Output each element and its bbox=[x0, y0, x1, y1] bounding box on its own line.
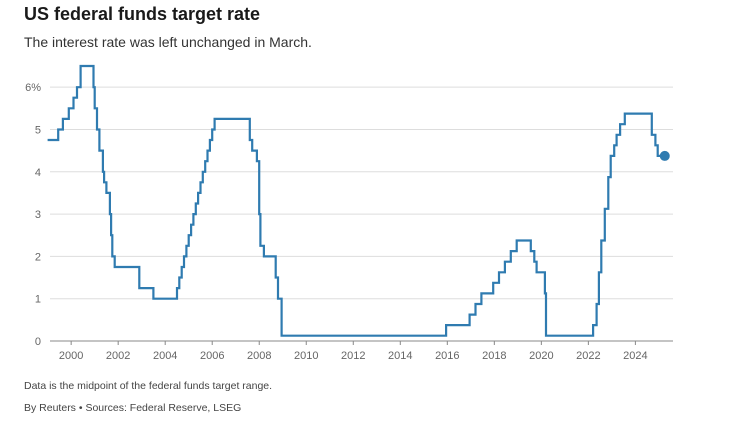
x-tick-label: 2006 bbox=[200, 350, 224, 362]
x-tick-label: 2000 bbox=[59, 350, 83, 362]
x-tick-label: 2020 bbox=[529, 350, 553, 362]
y-tick-label: 0 bbox=[35, 336, 41, 348]
x-tick-label: 2024 bbox=[623, 350, 647, 362]
x-tick-label: 2004 bbox=[153, 350, 177, 362]
x-tick-label: 2012 bbox=[341, 350, 365, 362]
x-tick-label: 2002 bbox=[106, 350, 130, 362]
y-tick-label: 2 bbox=[35, 251, 41, 263]
footnote: Data is the midpoint of the federal fund… bbox=[24, 380, 273, 392]
x-tick-label: 2014 bbox=[388, 350, 412, 362]
y-tick-label: 5 bbox=[35, 124, 41, 136]
x-tick-label: 2008 bbox=[247, 350, 271, 362]
series-line-fed-funds-rate bbox=[47, 64, 665, 337]
y-tick-label: 4 bbox=[35, 167, 41, 179]
y-axis-ticks: 0 1 2 3 4 5 6% bbox=[25, 82, 41, 348]
x-axis-ticks: 2000 2002 2004 2006 2008 2010 2012 2014 2016 2018… bbox=[59, 341, 648, 362]
x-tick-label: 2022 bbox=[576, 350, 600, 362]
x-tick-label: 2016 bbox=[435, 350, 459, 362]
gridlines bbox=[50, 86, 673, 300]
chart-title: US federal funds target rate bbox=[24, 4, 261, 24]
source-credit: By Reuters • Sources: Federal Reserve, L… bbox=[24, 402, 242, 414]
chart-subtitle: The interest rate was left unchanged in … bbox=[24, 34, 312, 50]
end-point-marker bbox=[659, 150, 670, 161]
y-tick-label: 1 bbox=[35, 294, 41, 306]
x-tick-label: 2018 bbox=[482, 350, 506, 362]
y-tick-label: 3 bbox=[35, 209, 41, 221]
y-tick-label: 6% bbox=[25, 82, 41, 94]
x-tick-label: 2010 bbox=[294, 350, 318, 362]
